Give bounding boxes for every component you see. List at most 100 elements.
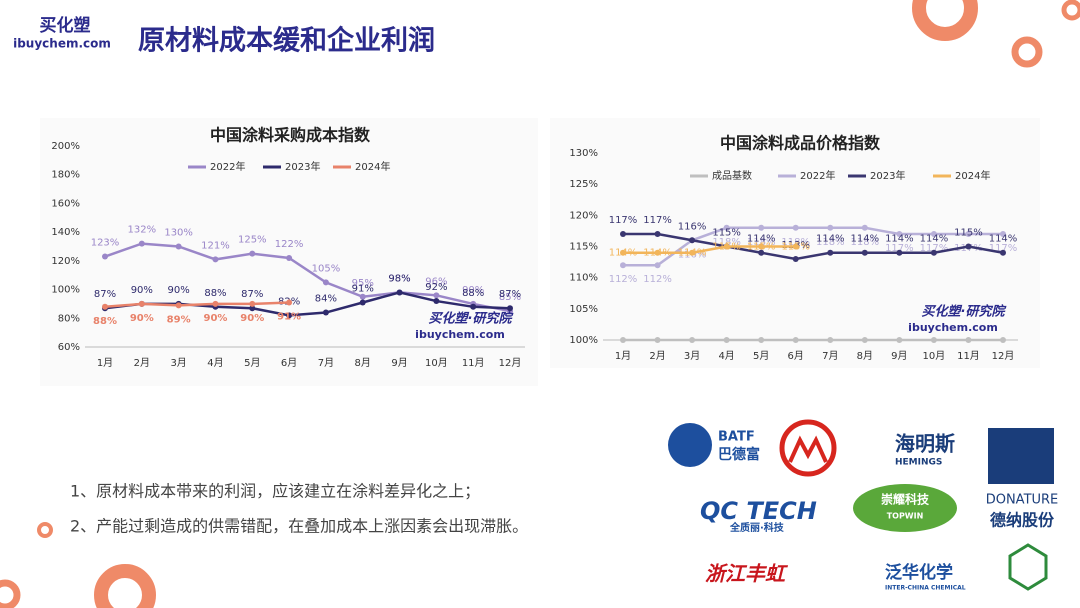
data-label: 95% bbox=[352, 278, 374, 289]
logo-icon bbox=[779, 419, 837, 477]
point bbox=[689, 249, 696, 256]
point bbox=[249, 250, 256, 257]
point bbox=[175, 243, 182, 250]
point bbox=[359, 299, 366, 306]
title: 原材料成本缓和企业利润 bbox=[138, 25, 435, 57]
point bbox=[212, 300, 219, 307]
x-tick-label: 10月 bbox=[923, 350, 946, 362]
y-tick-label: 105% bbox=[569, 304, 598, 315]
data-label: 117% bbox=[609, 215, 638, 226]
data-label: 115% bbox=[781, 242, 810, 253]
logo-text: 海明斯 bbox=[895, 432, 955, 456]
point bbox=[758, 337, 765, 343]
point bbox=[249, 300, 256, 307]
data-label: 114% bbox=[851, 234, 880, 245]
legend-label: 2023年 bbox=[285, 160, 320, 173]
y-tick-label: 180% bbox=[51, 170, 80, 181]
x-tick-label: 8月 bbox=[857, 350, 873, 362]
data-label: 96% bbox=[425, 276, 447, 287]
point bbox=[965, 337, 972, 343]
data-label: 117% bbox=[989, 243, 1018, 254]
point bbox=[322, 279, 329, 286]
legend-label: 2022年 bbox=[800, 169, 835, 182]
watermark-site: ibuychem.com bbox=[415, 328, 505, 341]
point bbox=[286, 299, 293, 306]
x-tick-label: 5月 bbox=[244, 357, 260, 369]
x-tick-label: 2月 bbox=[134, 357, 150, 369]
point bbox=[1000, 337, 1006, 343]
logo-text: 全质丽·科技 bbox=[729, 521, 785, 534]
logo-icon bbox=[988, 428, 1054, 484]
data-label: 84% bbox=[315, 294, 337, 305]
point bbox=[930, 249, 937, 256]
x-tick-label: 6月 bbox=[281, 357, 297, 369]
logo-text: HEMINGS bbox=[895, 458, 942, 468]
point bbox=[212, 256, 219, 263]
data-label: 114% bbox=[678, 248, 707, 259]
data-label: 114% bbox=[885, 234, 914, 245]
data-label: 114% bbox=[989, 234, 1018, 245]
y-tick-label: 115% bbox=[569, 242, 598, 253]
data-label: 123% bbox=[91, 238, 120, 249]
logo-text: DONATURE bbox=[986, 493, 1059, 508]
x-tick-label: 11月 bbox=[957, 350, 980, 362]
point bbox=[758, 249, 765, 256]
x-tick-label: 9月 bbox=[891, 350, 907, 362]
logo-text: INTER-CHINA CHEMICAL bbox=[885, 585, 966, 592]
brand: 买化塑 bbox=[40, 15, 91, 36]
logo-icon bbox=[1008, 543, 1048, 591]
point bbox=[433, 298, 440, 305]
data-label: 98% bbox=[388, 273, 410, 284]
data-label: 116% bbox=[678, 221, 707, 232]
data-label: 87% bbox=[94, 289, 116, 300]
point bbox=[792, 224, 799, 231]
point bbox=[758, 243, 765, 250]
data-label: 87% bbox=[241, 289, 263, 300]
y-tick-label: 120% bbox=[51, 256, 80, 267]
point bbox=[861, 249, 868, 256]
point bbox=[138, 240, 145, 247]
y-tick-label: 125% bbox=[569, 179, 598, 190]
point bbox=[470, 303, 477, 310]
data-label: 91% bbox=[277, 311, 301, 322]
point bbox=[1000, 249, 1006, 256]
data-label: 90% bbox=[168, 285, 190, 296]
data-label: 118% bbox=[747, 237, 776, 248]
point bbox=[792, 337, 799, 343]
point bbox=[723, 243, 730, 250]
data-label: 87% bbox=[499, 289, 521, 300]
data-label: 90% bbox=[130, 313, 154, 324]
y-tick-label: 80% bbox=[58, 313, 80, 324]
data-label: 122% bbox=[275, 239, 304, 250]
x-tick-label: 8月 bbox=[355, 357, 371, 369]
point bbox=[861, 224, 868, 231]
point bbox=[896, 337, 903, 343]
point bbox=[322, 309, 329, 316]
data-label: 115% bbox=[954, 228, 983, 239]
y-tick-label: 100% bbox=[569, 335, 598, 346]
data-label: 117% bbox=[920, 243, 949, 254]
point bbox=[827, 249, 834, 256]
point bbox=[965, 231, 972, 238]
data-label: 112% bbox=[643, 274, 672, 285]
y-tick-label: 100% bbox=[51, 285, 80, 296]
y-tick-label: 130% bbox=[569, 148, 598, 159]
point bbox=[654, 262, 661, 269]
x-tick-label: 10月 bbox=[425, 357, 448, 369]
logo-text: 泛华化学 bbox=[885, 562, 953, 583]
y-tick-label: 60% bbox=[58, 342, 80, 353]
chart-bg bbox=[550, 118, 1040, 368]
point bbox=[792, 243, 799, 250]
series-line bbox=[104, 242, 511, 313]
point bbox=[723, 337, 730, 343]
point bbox=[930, 231, 937, 238]
watermark: 买化塑·研究院 bbox=[429, 311, 515, 327]
logo-text: 巴德富 bbox=[718, 446, 760, 463]
point bbox=[102, 253, 108, 260]
point bbox=[286, 254, 293, 261]
point bbox=[861, 337, 868, 343]
point bbox=[654, 337, 661, 343]
point bbox=[1000, 231, 1006, 238]
